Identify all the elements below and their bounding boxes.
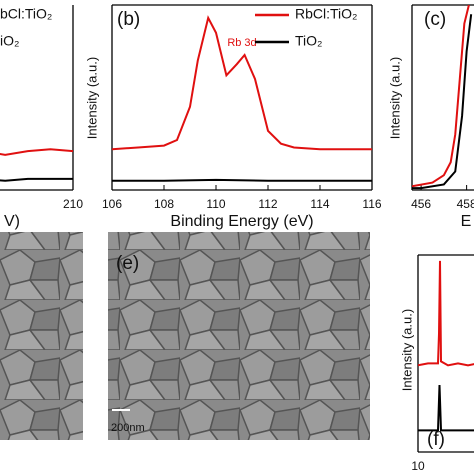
x-tick-label: 108 [154,197,174,211]
x-tick-label: 210 [63,197,83,211]
series-line [412,14,473,190]
sem-image-e [108,232,370,440]
series-line [0,148,73,156]
x-tick-label: 10 [411,459,425,473]
series-line [418,260,474,367]
x-tick-label: 110 [206,197,225,211]
x-axis-label: Binding Energy (eV) [170,213,313,230]
panel-label: (e) [116,253,139,274]
series-line [412,5,470,188]
series-line [0,177,73,182]
legend-label: iO₂ [0,33,19,49]
series-line [418,384,474,432]
x-tick-label: 106 [102,197,122,211]
x-axis-label: E [461,213,472,230]
legend-label: bCl:TiO₂ [0,6,52,22]
sem-image-d [0,232,83,440]
x-tick-label: 456 [411,197,431,211]
x-tick-label: 458 [457,197,474,211]
series-line [112,178,372,182]
series-line [112,15,372,151]
x-tick-label: 112 [258,197,277,211]
y-axis-label: Intensity (a.u.) [399,309,414,391]
legend-label: RbCl:TiO₂ [295,6,357,22]
scale-label: 200nm [111,422,145,434]
y-axis-label: Intensity (a.u.) [387,57,402,139]
legend-label: TiO₂ [295,33,322,49]
y-axis-label: Intensity (a.u.) [84,57,99,139]
x-tick-label: 116 [362,197,381,211]
panel-label: (b) [117,9,140,30]
x-tick-label: 114 [310,197,329,211]
x-axis-label: V) [4,213,20,230]
annotation: Rb 3d [227,37,256,49]
panel-label: (f) [427,429,445,450]
panel-label: (c) [424,9,446,30]
